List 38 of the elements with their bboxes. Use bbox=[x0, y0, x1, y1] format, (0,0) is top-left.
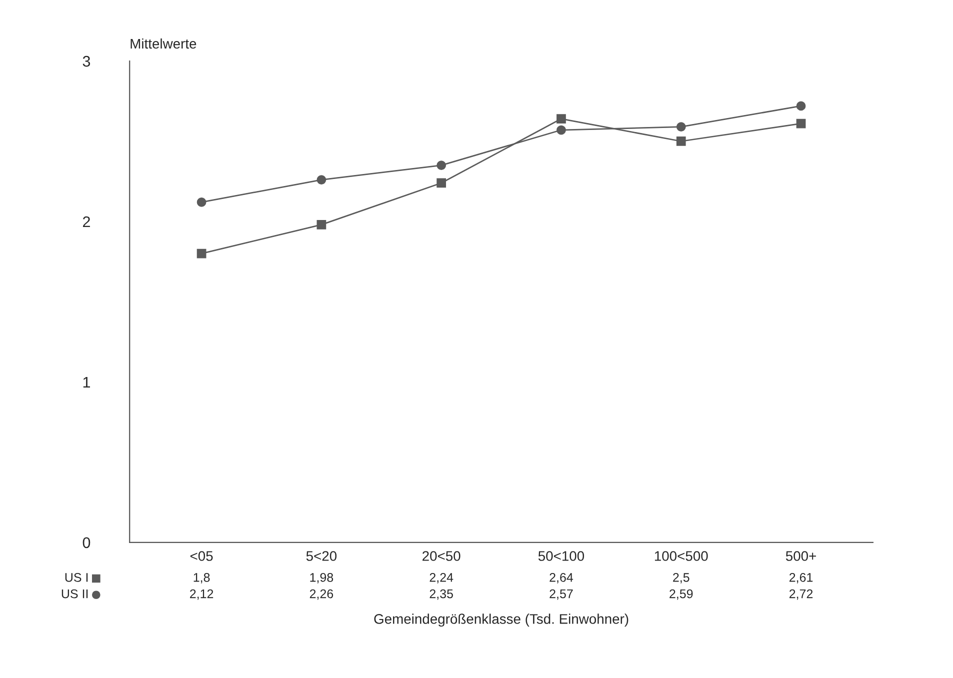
y-tick-label: 3 bbox=[82, 56, 90, 67]
y-tick-label: 0 bbox=[82, 537, 90, 548]
point bbox=[796, 118, 806, 128]
y-axis-title: Mittelwerte bbox=[130, 38, 196, 49]
data-label: 2,26 bbox=[310, 589, 334, 600]
x-tick-label: 20<50 bbox=[422, 551, 460, 561]
y-tick-label: 1 bbox=[83, 376, 90, 388]
x-tick-label: 500+ bbox=[786, 551, 816, 561]
data-label: 1,98 bbox=[310, 573, 334, 584]
point bbox=[436, 160, 446, 170]
data-label: 2,5 bbox=[673, 573, 690, 584]
x-axis-title: Gemeindegrößenklasse (Tsd. Einwohner) bbox=[374, 614, 628, 627]
point bbox=[196, 248, 206, 258]
point bbox=[316, 175, 326, 184]
legend-label: US I bbox=[65, 573, 88, 582]
data-label: 2,35 bbox=[430, 589, 453, 600]
data-label: 2,64 bbox=[550, 573, 574, 584]
point bbox=[676, 122, 686, 132]
x-tick-label: 50<100 bbox=[538, 551, 584, 561]
data-label: 2,61 bbox=[789, 573, 813, 584]
point bbox=[676, 136, 686, 146]
data-label: 2,12 bbox=[190, 589, 214, 600]
point bbox=[196, 198, 206, 207]
x-tick-label: 100<500 bbox=[654, 551, 708, 561]
point bbox=[796, 101, 806, 111]
x-tick-label: <05 bbox=[190, 551, 213, 561]
y-tick-label: 2 bbox=[82, 216, 90, 228]
legend-label: US II bbox=[62, 589, 88, 598]
data-label: 1,8 bbox=[194, 573, 210, 584]
point bbox=[316, 220, 326, 230]
data-label: 2,72 bbox=[789, 589, 813, 600]
data-label: 2,57 bbox=[550, 589, 573, 600]
x-tick-label: 5<20 bbox=[306, 551, 337, 561]
point bbox=[556, 125, 566, 135]
data-label: 2,24 bbox=[430, 573, 454, 584]
point bbox=[436, 178, 446, 188]
data-label: 2,59 bbox=[670, 589, 693, 600]
point bbox=[556, 114, 566, 124]
